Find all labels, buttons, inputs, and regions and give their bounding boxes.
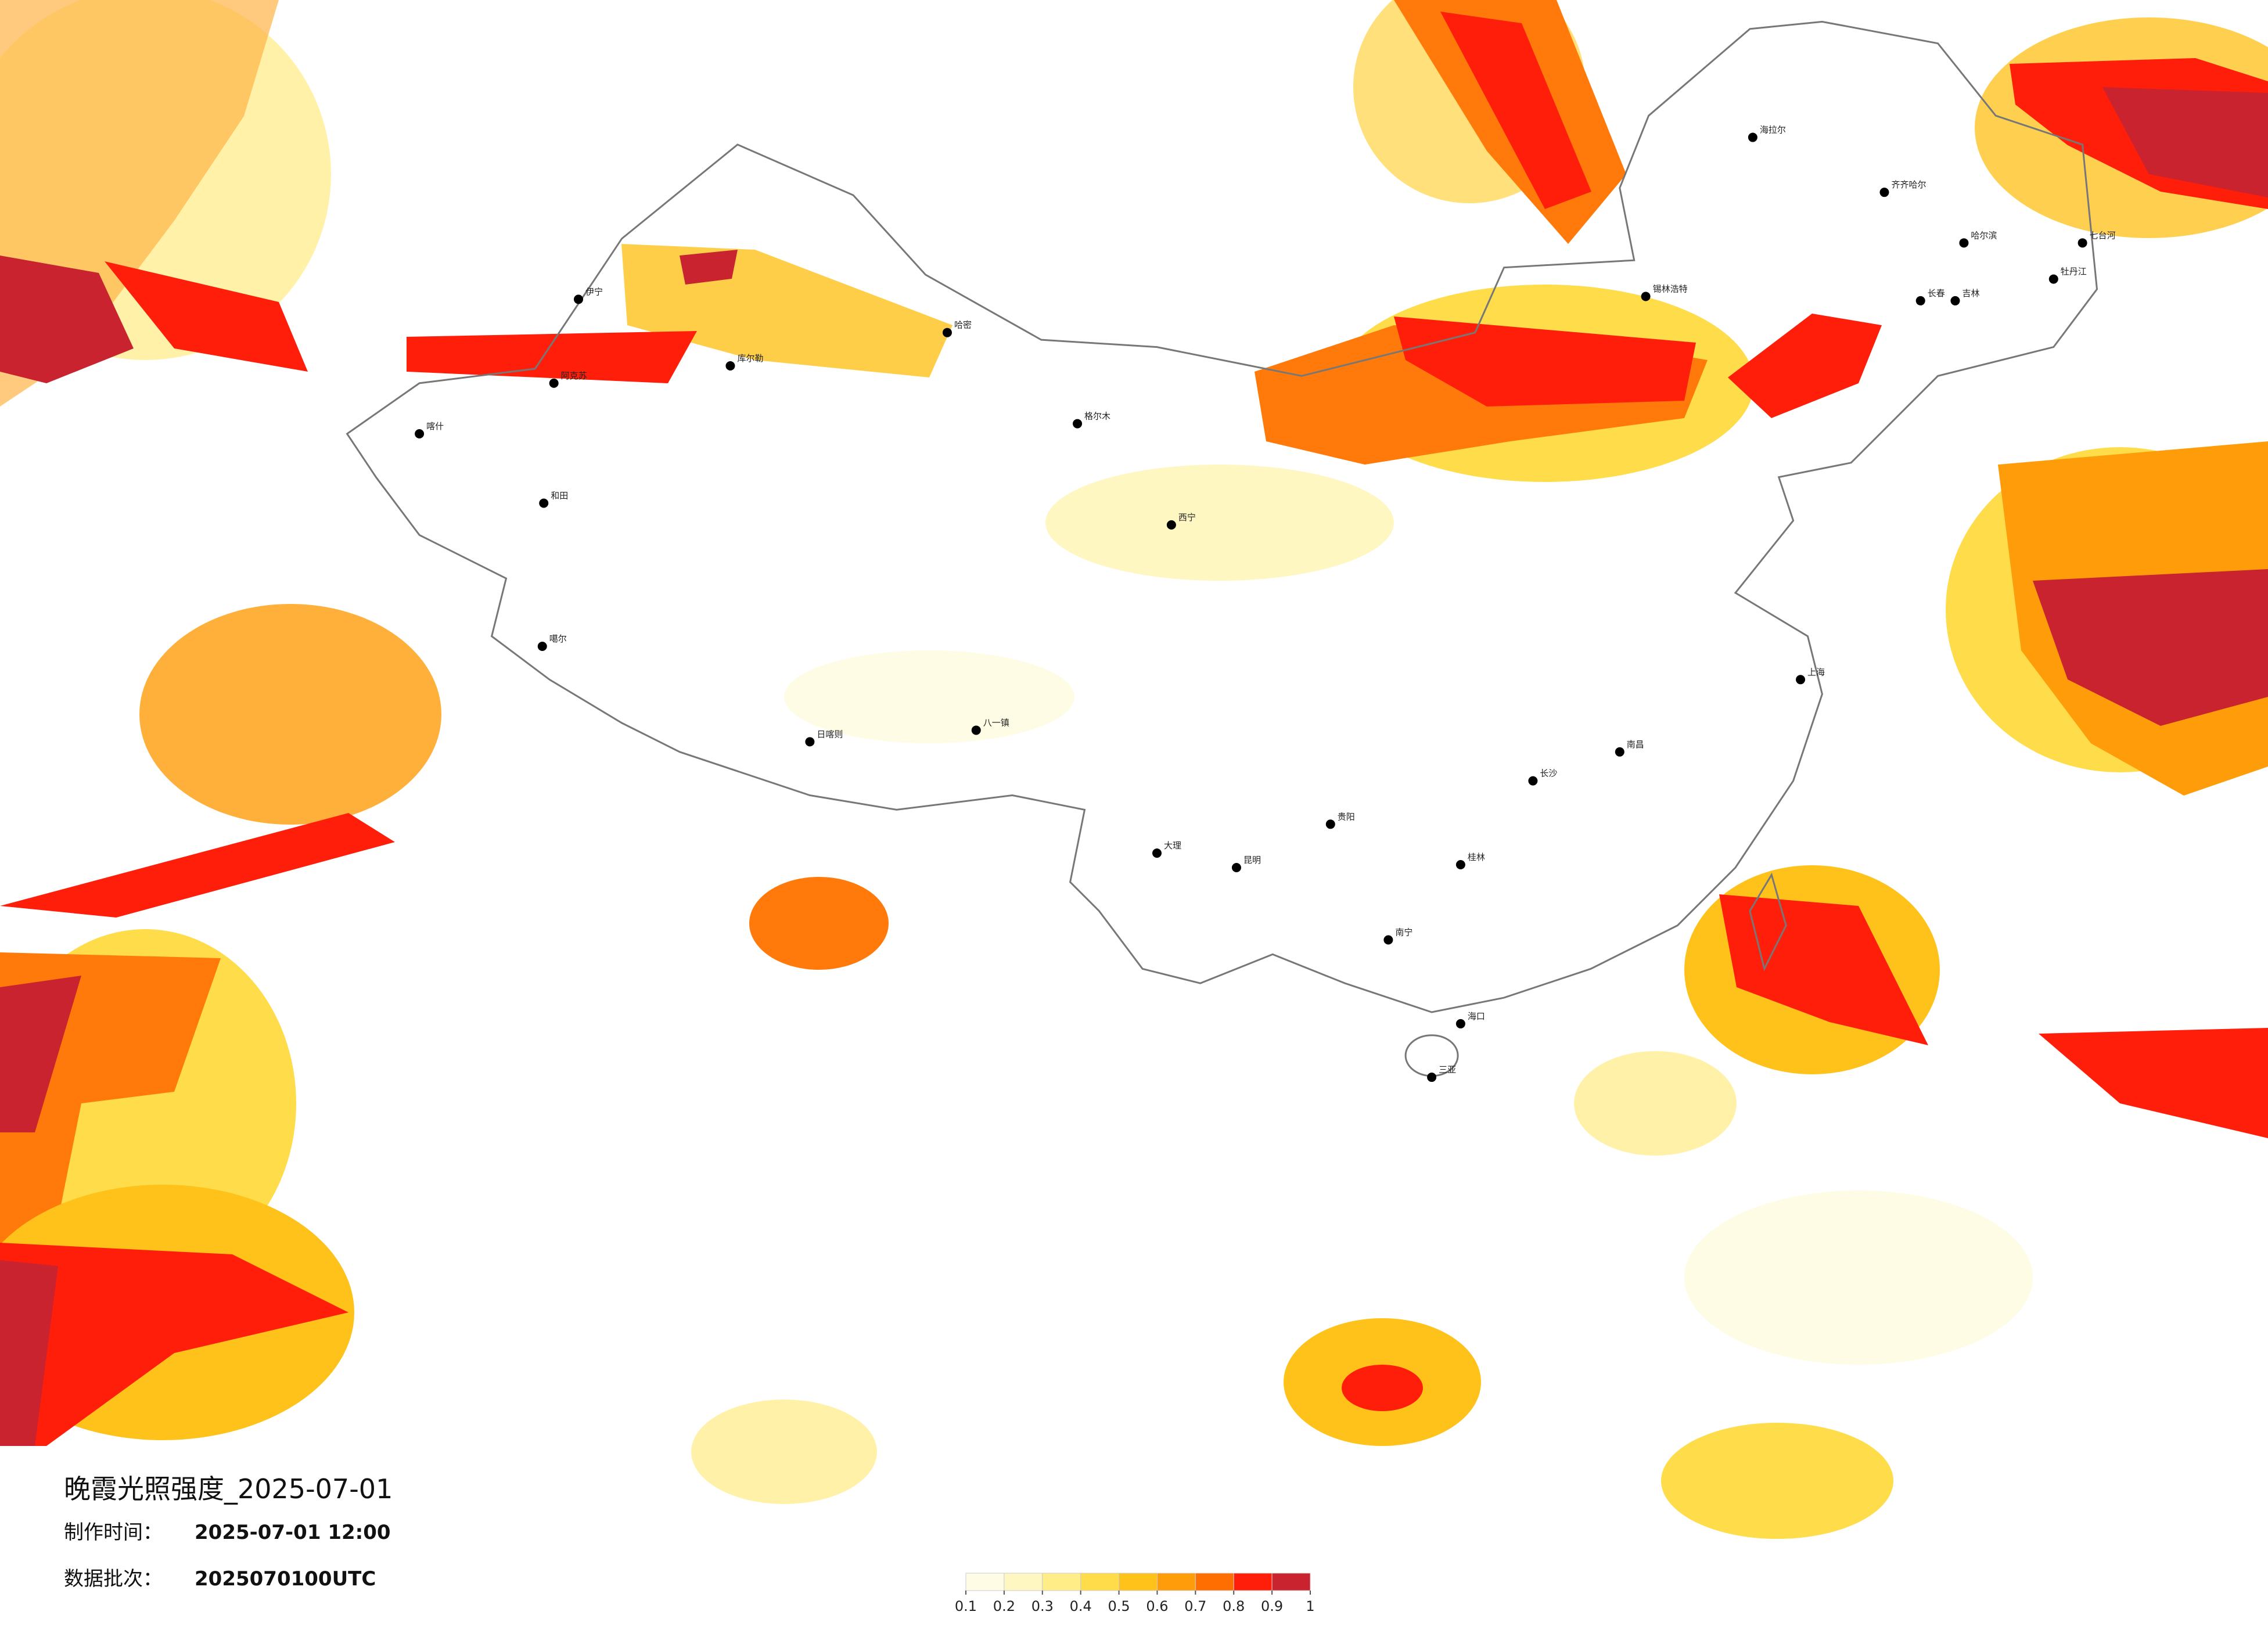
colorbar-tick-label: 1	[1306, 1598, 1314, 1614]
city-dot	[549, 378, 559, 388]
city-dot	[1915, 296, 1925, 305]
city-dot	[1748, 132, 1757, 142]
city-dot	[1455, 1019, 1465, 1028]
colorbar-tick-label: 0.3	[1031, 1598, 1054, 1614]
colorbar: 0.1 0.2 0.3 0.4 0.5 0.6 0.7 0.8 0.9 1	[955, 1573, 1315, 1614]
city-dot	[1879, 188, 1889, 197]
colorbar-swatch	[1271, 1573, 1311, 1591]
city-label: 日喀则	[817, 729, 843, 739]
city-dot	[1528, 776, 1538, 786]
city-label: 阿克苏	[561, 370, 587, 381]
city-label: 南宁	[1395, 927, 1412, 938]
city-dot	[1641, 292, 1651, 301]
city-label: 牡丹江	[2061, 267, 2087, 277]
colorbar-swatch	[1156, 1573, 1196, 1591]
city-dot	[1427, 1073, 1437, 1082]
city-label: 南昌	[1627, 739, 1644, 750]
colorbar-tick-label: 0.2	[993, 1598, 1015, 1614]
city-label: 哈密	[954, 320, 972, 330]
colorbar-tick-label: 0.8	[1223, 1598, 1245, 1614]
city-label: 海口	[1468, 1011, 1485, 1021]
city-label: 三亚	[1439, 1064, 1456, 1075]
city-dot	[1383, 935, 1393, 945]
colorbar-tick-label: 0.7	[1184, 1598, 1206, 1614]
city-dot	[1325, 819, 1335, 829]
batch-label: 数据批次：	[64, 1567, 163, 1591]
city-dot	[1166, 520, 1176, 530]
city-dot	[1073, 419, 1083, 429]
colorbar-tick-label: 0.9	[1261, 1598, 1283, 1614]
colorbar-swatch	[1004, 1573, 1043, 1591]
city-label: 锡林浩特	[1653, 283, 1688, 294]
city-label: 桂林	[1468, 852, 1485, 862]
colorbar-swatch	[965, 1573, 1005, 1591]
city-label: 大理	[1164, 840, 1181, 851]
city-label: 噶尔	[549, 634, 567, 644]
city-dot	[1152, 848, 1162, 858]
city-dot	[415, 429, 425, 438]
city-dot	[539, 498, 549, 508]
city-label: 伊宁	[585, 286, 603, 297]
city-dot	[1615, 747, 1624, 757]
city-dot	[1796, 675, 1806, 685]
city-dot	[942, 328, 952, 337]
colorbar-tick-label: 0.1	[955, 1598, 977, 1614]
city-label: 七台河	[2090, 230, 2116, 240]
city-dot	[971, 725, 981, 735]
city-label: 长春	[1928, 288, 1945, 298]
colorbar-swatch	[1119, 1573, 1158, 1591]
city-label: 库尔勒	[737, 353, 763, 364]
colorbar-swatch	[1195, 1573, 1234, 1591]
city-dot	[725, 361, 735, 370]
city-label: 上海	[1807, 667, 1825, 677]
city-dot	[1455, 860, 1465, 870]
city-label: 格尔木	[1084, 411, 1110, 422]
city-label: 贵阳	[1338, 811, 1355, 822]
title: 晚霞光照强度_2025-07-01	[64, 1473, 393, 1505]
colorbar-tick-label: 0.6	[1146, 1598, 1168, 1614]
city-label: 和田	[551, 491, 568, 501]
colorbar-tick-label: 0.5	[1108, 1598, 1130, 1614]
city-dot	[2048, 274, 2058, 284]
colorbar-swatch	[1080, 1573, 1120, 1591]
city-dot	[1950, 296, 1960, 305]
city-label: 海拉尔	[1760, 125, 1786, 135]
island	[1749, 872, 1787, 972]
heatmap	[0, 0, 2268, 1539]
city-dot	[805, 737, 815, 747]
city-dot	[1959, 238, 1969, 248]
made-label: 制作时间：	[64, 1521, 163, 1544]
city-label: 西宁	[1178, 512, 1196, 523]
batch-value: 2025070100UTC	[195, 1567, 376, 1591]
made-value: 2025-07-01 12:00	[195, 1521, 391, 1544]
city-label: 哈尔滨	[1971, 230, 1997, 240]
colorbar-tick-label: 0.4	[1070, 1598, 1092, 1614]
city-label: 昆明	[1243, 855, 1261, 865]
city-dot	[537, 642, 547, 652]
city-label: 吉林	[1962, 288, 1979, 298]
border	[346, 20, 2098, 1013]
city-label: 齐齐哈尔	[1891, 179, 1926, 190]
city-dot	[2077, 238, 2087, 248]
colorbar-swatch	[1233, 1573, 1273, 1591]
city-dot	[1231, 863, 1241, 872]
city-label: 喀什	[426, 421, 444, 431]
city-label: 长沙	[1540, 768, 1557, 779]
city-dot	[574, 294, 583, 304]
city-label: 八一镇	[983, 717, 1009, 728]
colorbar-swatch	[1042, 1573, 1081, 1591]
